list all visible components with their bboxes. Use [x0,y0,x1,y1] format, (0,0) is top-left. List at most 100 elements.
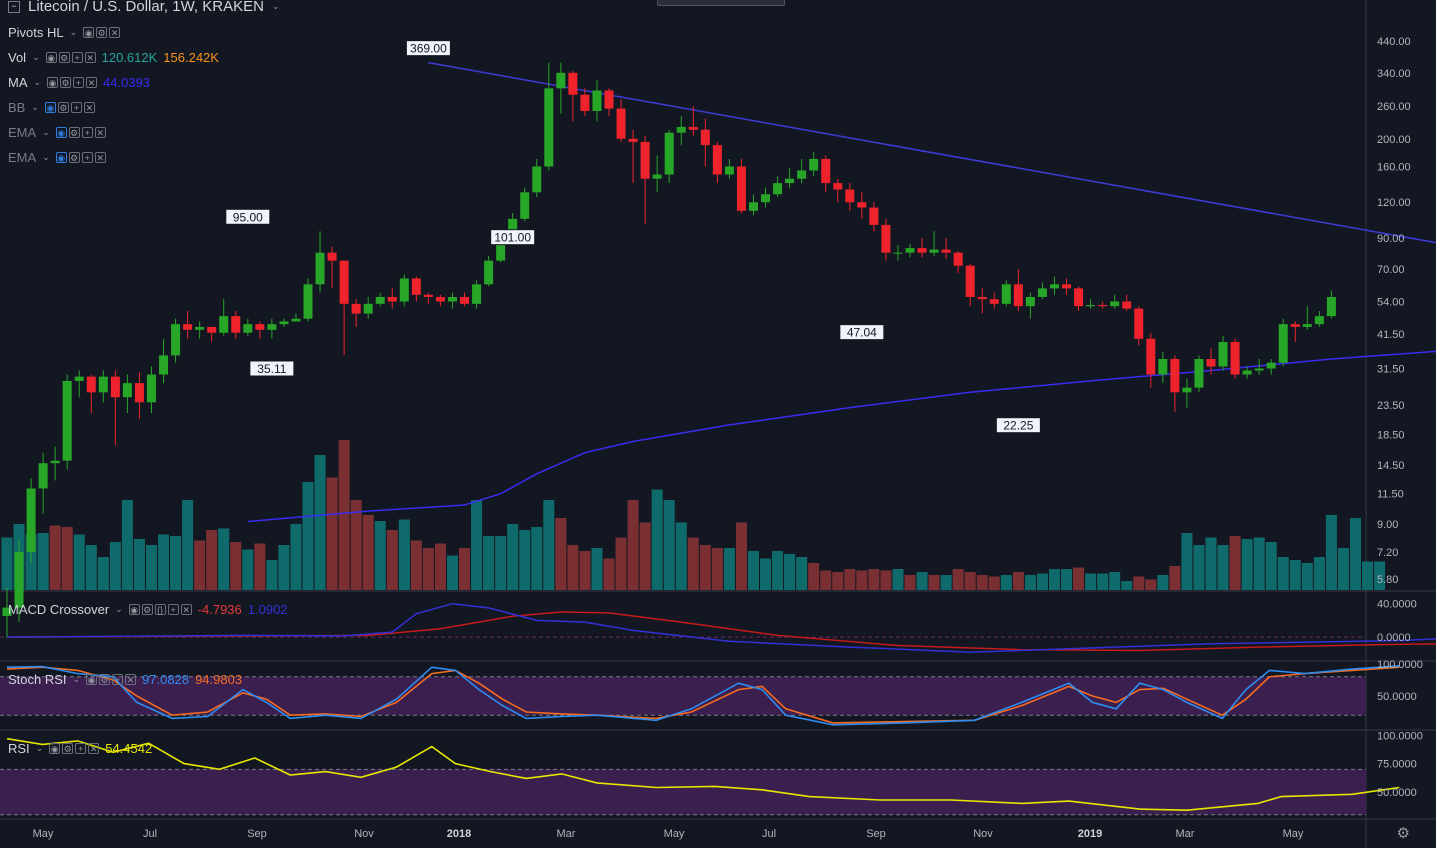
plus-icon[interactable]: + [112,673,124,685]
candle-body [1049,284,1059,289]
toolbar-handle[interactable] [657,0,785,6]
gear-icon[interactable]: ⚙ [57,101,69,113]
legend-pivots[interactable]: Pivots HL ⌄ ◉ ⚙ ✕ [8,23,121,41]
candle-body [159,355,169,375]
candle-body [1182,387,1192,393]
volume-bar [1145,579,1157,590]
eye-icon[interactable]: ◉ [83,26,95,38]
plus-icon[interactable]: + [70,101,82,113]
chevron-down-icon[interactable]: ⌄ [31,101,39,112]
legend-ema-1[interactable]: EMA ⌄ ◉ ⚙ + ✕ [8,123,106,141]
eye-icon[interactable]: ◉ [86,673,98,685]
volume-bar [1362,561,1374,590]
eye-off-icon[interactable]: ◉ [55,126,67,138]
plus-icon[interactable]: + [81,151,93,163]
gear-icon[interactable]: ⚙ [68,126,80,138]
close-icon[interactable]: ✕ [125,673,137,685]
gear-icon[interactable]: ⚙ [96,26,108,38]
legend-ema-2[interactable]: EMA ⌄ ◉ ⚙ + ✕ [8,148,106,166]
vol-ma-value: 156.242K [163,49,219,65]
candle-body [1278,324,1288,363]
plus-icon[interactable]: + [71,51,83,63]
plus-icon[interactable]: + [81,126,93,138]
gear-icon[interactable]: ⚙ [60,76,72,88]
eye-icon[interactable]: ◉ [49,742,61,754]
candle-body [1290,324,1300,327]
time-tick-label: 2019 [1078,828,1102,840]
candle-body [881,224,891,253]
volume-bar [73,534,85,590]
gear-icon[interactable]: ⚙ [68,151,80,163]
gear-icon[interactable]: ⚙ [141,603,153,615]
volume-bar [1241,539,1253,590]
legend-stoch-rsi[interactable]: Stoch RSI ⌄ ◉ ⚙ + ✕ 97.0828 94.9803 [8,670,242,688]
eye-icon[interactable]: ◉ [128,603,140,615]
volume-bar [928,575,940,590]
candle-body [809,158,819,171]
volume-bar [880,570,892,590]
pivot-label-box [490,229,536,246]
plus-icon[interactable]: + [75,742,87,754]
candle-body [134,383,144,403]
eye-icon[interactable]: ◉ [47,76,59,88]
rsi-line [6,737,1400,812]
close-icon[interactable]: ✕ [94,151,106,163]
legend-stoch-rsi-name: Stoch RSI [8,671,67,687]
close-icon[interactable]: ✕ [83,101,95,113]
close-icon[interactable]: ✕ [94,126,106,138]
candle-body [14,551,24,608]
collapse-icon[interactable]: − [8,0,20,13]
chevron-down-icon[interactable]: ⌄ [115,603,123,614]
symbol-title[interactable]: Litecoin / U.S. Dollar, 1W, KRAKEN [28,0,264,15]
volume-bar [37,533,49,590]
volume-bar [398,519,410,590]
chevron-down-icon[interactable]: ⌄ [271,1,280,11]
eye-off-icon[interactable]: ◉ [55,151,67,163]
volume-bar [1253,537,1265,590]
chevron-down-icon[interactable]: ⌄ [33,76,42,87]
volume-bar [242,549,254,590]
candle-body [399,278,409,302]
eye-icon[interactable]: ◉ [45,51,57,63]
plus-icon[interactable]: + [73,76,85,88]
volume-bar [158,534,170,590]
chevron-down-icon[interactable]: ⌄ [42,126,50,137]
eye-off-icon[interactable]: ◉ [44,101,56,113]
chevron-down-icon[interactable]: ⌄ [32,51,40,62]
volume-bar [964,572,976,590]
volume-bar [735,522,747,590]
chevron-down-icon[interactable]: ⌄ [35,742,44,753]
candle-body [532,166,542,193]
volume-bar [326,477,338,590]
rsi-tick-label: 100.0000 [1377,730,1423,742]
volume-bar [290,524,302,590]
chevron-down-icon[interactable]: ⌄ [72,673,81,684]
gear-icon[interactable]: ⚙ [99,673,111,685]
chart-settings-icon[interactable]: ⚙ [1396,825,1410,842]
rsi-tick-label: 75.0000 [1377,759,1417,771]
braces-icon[interactable]: {} [154,603,166,615]
legend-ma[interactable]: MA ⌄ ◉ ⚙ + ✕ 44.0393 [8,73,150,91]
volume-bar [1085,573,1097,590]
legend-macd[interactable]: MACD Crossover ⌄ ◉ ⚙{} + ✕ -4.7936 1.0902 [8,600,288,618]
close-icon[interactable]: ✕ [88,742,100,754]
volume-bar [471,500,483,590]
close-icon[interactable]: ✕ [109,26,121,38]
legend-rsi[interactable]: RSI ⌄ ◉ ⚙ + ✕ 54.4542 [8,739,152,757]
chevron-down-icon[interactable]: ⌄ [69,26,78,37]
legend-bb[interactable]: BB ⌄ ◉ ⚙ + ✕ [8,98,95,116]
gear-icon[interactable]: ⚙ [62,742,74,754]
close-icon[interactable]: ✕ [84,51,96,63]
legend-bb-name: BB [8,99,26,115]
legend-vol[interactable]: Vol ⌄ ◉ ⚙ + ✕ 120.612K 156.242K [8,48,219,66]
gear-icon[interactable]: ⚙ [58,51,70,63]
chevron-down-icon[interactable]: ⌄ [42,151,50,162]
plus-icon[interactable]: + [167,603,179,615]
candle-body [1086,304,1096,307]
close-icon[interactable]: ✕ [180,603,192,615]
volume-bar [1157,575,1169,590]
volume-bar [868,569,880,590]
close-icon[interactable]: ✕ [86,76,98,88]
volume-bar [772,551,784,590]
